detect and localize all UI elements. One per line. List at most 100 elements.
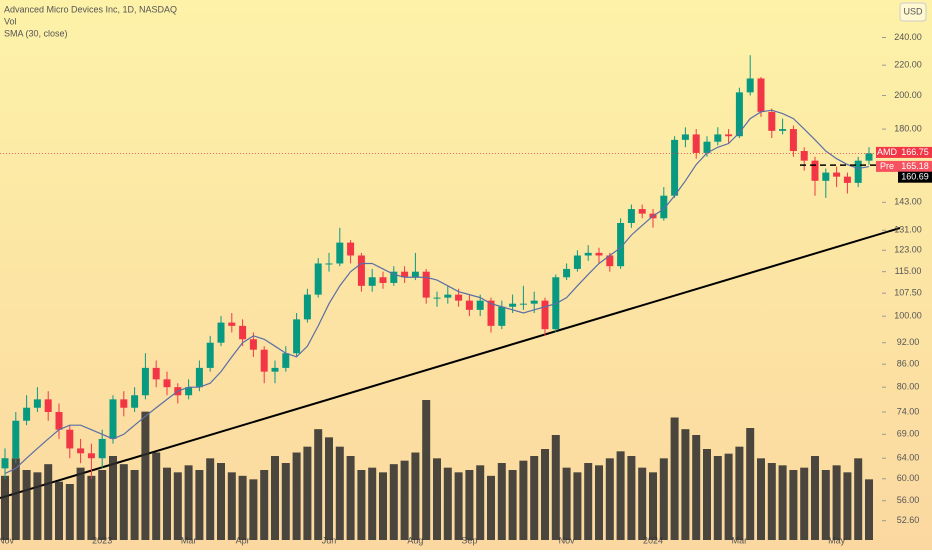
volume-bar: [22, 470, 31, 540]
y-tick-label: 60.00: [897, 473, 920, 483]
candle-body: [681, 134, 689, 140]
volume-bar: [638, 467, 647, 540]
candle-body: [854, 160, 862, 183]
candle-body: [617, 223, 625, 267]
candle-body: [12, 420, 20, 459]
candle-body: [260, 349, 268, 372]
candle-body: [660, 195, 668, 219]
volume-bar: [346, 456, 355, 540]
candle-body: [195, 367, 203, 388]
price-tag: 166.75: [901, 147, 929, 157]
volume-bar: [454, 472, 463, 540]
volume-bar: [325, 437, 333, 540]
candle-body: [746, 78, 754, 93]
volume-bar: [476, 465, 485, 540]
volume-bar: [778, 465, 787, 540]
candle-body: [735, 92, 743, 137]
y-tick-label: 52.60: [897, 515, 920, 525]
volume-bar: [595, 465, 603, 540]
price-tag-name: Pre: [880, 161, 894, 171]
candle-body: [293, 319, 301, 354]
candle-body: [303, 294, 311, 320]
currency-box[interactable]: [899, 2, 927, 22]
candle-body: [444, 294, 452, 298]
y-tick-label: 64.00: [897, 453, 920, 463]
candle-body: [44, 399, 52, 413]
volume-bar: [260, 470, 269, 540]
x-tick-label: Sep: [461, 535, 477, 545]
volume-bar: [616, 451, 625, 540]
price-tag-bg: [898, 146, 932, 158]
price-tag: 160.69: [901, 172, 929, 182]
y-tick-label: 123.00: [894, 245, 922, 255]
candle-body: [498, 306, 506, 326]
volume-bar: [519, 460, 528, 540]
volume-bar: [497, 463, 506, 540]
price-tag-name: AMD: [877, 147, 898, 157]
candle-body: [757, 78, 765, 112]
volume-bar: [206, 458, 215, 540]
y-tick-label: 100.00: [894, 311, 922, 321]
volume-bar: [670, 417, 679, 540]
volume-bar: [141, 411, 150, 540]
candle-body: [66, 429, 74, 449]
volume-bar: [703, 449, 711, 540]
chart-title: Advanced Micro Devices Inc, 1D, NASDAQ: [4, 4, 177, 14]
currency[interactable]: USD: [903, 6, 923, 16]
y-tick-label: 220.00: [894, 60, 922, 70]
candle-body: [141, 367, 149, 396]
candle-body: [595, 252, 603, 256]
candle-body: [638, 209, 646, 214]
x-tick-label: Nov: [0, 535, 14, 545]
volume-bar: [119, 464, 128, 540]
x-tick-label: Apr: [236, 535, 250, 545]
volume-bar: [800, 467, 809, 540]
candle-body: [768, 111, 776, 131]
volume-bar: [55, 481, 63, 540]
candle-body: [487, 300, 495, 326]
candle-body: [433, 297, 441, 299]
volume-bar: [843, 472, 852, 540]
candle-body: [271, 367, 279, 372]
candle-body: [282, 353, 290, 368]
volume-bar: [433, 458, 441, 540]
candle-body: [573, 255, 581, 269]
volume-bar: [314, 429, 323, 540]
volume-bar: [33, 472, 42, 540]
volume-bar: [649, 472, 657, 540]
candle-body: [789, 129, 797, 152]
candle-body: [530, 300, 538, 304]
volume-bar: [681, 429, 690, 540]
volume-bar: [173, 472, 182, 540]
x-tick-label: Aug: [407, 535, 423, 545]
candle-body: [411, 271, 419, 278]
candle-body: [228, 322, 236, 326]
volume-bar: [109, 456, 117, 540]
candle-body: [811, 160, 819, 181]
volume-bar: [865, 479, 873, 540]
y-tick-label: 115.00: [895, 266, 922, 276]
volume-bar: [400, 460, 409, 540]
y-tick-label: 80.00: [897, 382, 920, 392]
price-tag-bg: [898, 160, 932, 172]
candle-body: [800, 151, 808, 161]
y-tick-label: 92.00: [897, 337, 920, 347]
candle-body: [671, 139, 679, 196]
volume-bar: [443, 467, 452, 540]
volume-bar: [87, 475, 96, 540]
volume-bar: [184, 465, 193, 540]
volume-bar: [530, 456, 539, 540]
candle-body: [401, 271, 409, 278]
candle-body: [714, 134, 722, 142]
candle-body: [703, 141, 711, 153]
y-tick-label: 69.00: [897, 429, 920, 439]
y-tick-label: 180.00: [894, 123, 922, 133]
volume-bar: [551, 435, 560, 540]
candle-body: [120, 399, 128, 408]
volume-bar: [238, 475, 247, 540]
volume-bar: [389, 464, 398, 540]
volume-bar: [335, 446, 344, 540]
y-tick-label: 240.00: [894, 32, 922, 42]
x-tick-label: 2023: [92, 535, 112, 545]
x-tick-label: Mar: [181, 535, 197, 545]
